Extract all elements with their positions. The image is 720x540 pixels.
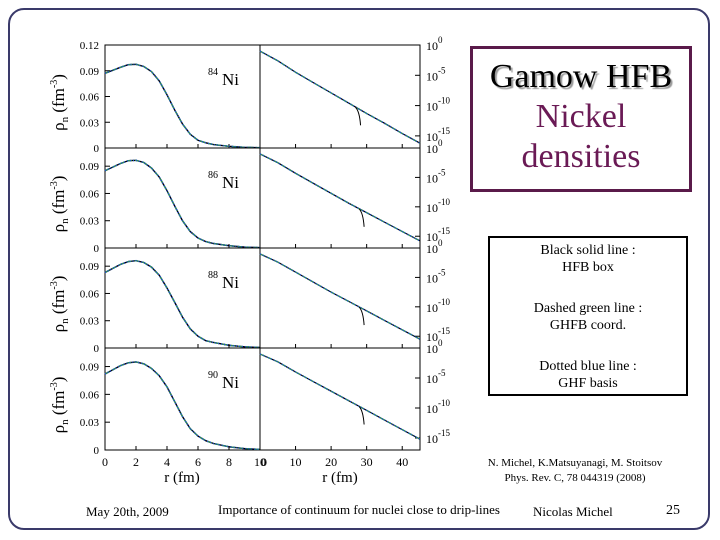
- left-y-tick-label: 0: [94, 243, 100, 255]
- left-y-tick-label: 0.09: [80, 362, 100, 374]
- nucleus-symbol: Ni: [222, 373, 239, 392]
- left-x-tick-label: 6: [195, 455, 201, 469]
- density-node-dip: [358, 306, 365, 326]
- page-number: 25: [666, 503, 680, 518]
- legend-label: GHFB coord.: [549, 318, 627, 333]
- legend-label: Dotted blue line :: [539, 359, 637, 374]
- title-line: densities: [521, 138, 641, 175]
- left-y-tick-label: 0.03: [80, 417, 100, 429]
- legend-label: Dashed green line :: [533, 301, 643, 316]
- left-panel-frame: [104, 247, 261, 349]
- legend-entry-green: Dashed green line : GHFB coord.: [490, 300, 686, 334]
- left-y-tick-label: 0.09: [80, 161, 100, 173]
- legend-entry-black: Black solid line : HFB box: [490, 242, 686, 276]
- left-x-tick-label: 10: [254, 455, 266, 469]
- left-y-tick-label: 0.06: [80, 188, 100, 200]
- right-y-tick-label: 100: [426, 35, 443, 53]
- left-y-tick-label: 0.03: [80, 316, 100, 328]
- left-y-tick-label: 0: [94, 143, 100, 155]
- right-y-tick-label: 10-5: [426, 65, 446, 83]
- right-panel-frame: [259, 347, 421, 451]
- y-axis-label: ρn (fm-3): [49, 74, 71, 131]
- nucleus-symbol: Ni: [222, 70, 239, 89]
- slide-title: Gamow HFB Nickel densities: [470, 46, 692, 192]
- legend-box: Black solid line : HFB box Dashed green …: [488, 236, 688, 396]
- right-x-axis-label: r (fm): [322, 470, 357, 486]
- density-curve-ghfb-coord: [104, 63, 261, 149]
- citation: N. Michel, K.Matsuyanagi, M. Stoitsov Ph…: [470, 456, 680, 486]
- slide-frame: [8, 8, 710, 530]
- footer-date: May 20th, 2009: [86, 504, 169, 519]
- log-density-curve-ghf-basis: [259, 50, 421, 144]
- log-density-curve-ghfb-coord: [259, 153, 421, 242]
- density-node-dip: [355, 106, 362, 126]
- density-curve-ghf-basis: [104, 159, 261, 249]
- nucleus-symbol: Ni: [222, 173, 239, 192]
- right-panel-frame: [259, 44, 421, 149]
- left-y-tick-label: 0.03: [80, 216, 100, 228]
- nucleus-symbol: Ni: [222, 273, 239, 292]
- left-x-tick-label: 4: [164, 455, 170, 469]
- left-x-axis-label: r (fm): [164, 470, 199, 486]
- citation-authors: N. Michel, K.Matsuyanagi, M. Stoitsov: [487, 457, 663, 469]
- right-y-tick-label: 10-5: [426, 167, 446, 185]
- right-y-tick-label: 10-10: [426, 297, 450, 315]
- density-curve-ghf-basis: [104, 259, 261, 349]
- y-axis-label: ρn (fm-3): [49, 176, 71, 233]
- left-x-tick-label: 2: [133, 455, 139, 469]
- left-y-tick-label: 0.12: [80, 40, 99, 52]
- legend-entry-blue: Dotted blue line : GHF basis: [490, 358, 686, 392]
- left-panel-frame: [104, 147, 261, 249]
- citation-journal: Phys. Rev. C, 78 044319 (2008): [504, 472, 646, 484]
- right-y-tick-label: 10-5: [426, 267, 446, 285]
- right-y-tick-label: 10-10: [426, 197, 450, 215]
- nucleus-mass-number: 86: [208, 170, 218, 181]
- title-line: Gamow HFB: [489, 58, 673, 95]
- legend-label: HFB box: [562, 260, 614, 275]
- right-y-tick-label: 10-10: [426, 398, 450, 416]
- left-y-tick-label: 0.09: [80, 261, 100, 273]
- density-node-dip: [358, 406, 365, 425]
- density-node-dip: [358, 208, 365, 227]
- log-density-curve-ghf-basis: [259, 353, 421, 440]
- log-density-curve-ghfb-coord: [259, 50, 421, 144]
- left-y-tick-label: 0.03: [80, 117, 100, 129]
- footer-title: Importance of continuum for nuclei close…: [218, 502, 500, 517]
- left-y-tick-label: 0.09: [80, 66, 100, 78]
- left-x-tick-label: 8: [226, 455, 232, 469]
- left-y-tick-label: 0: [94, 343, 100, 355]
- right-x-tick-label: 10: [290, 455, 302, 469]
- log-density-curve-ghf-basis: [259, 253, 421, 340]
- footer-author: Nicolas Michel: [533, 504, 613, 519]
- right-x-tick-label: 30: [361, 455, 373, 469]
- left-y-tick-label: 0.06: [80, 92, 100, 104]
- nucleus-mass-number: 84: [208, 67, 218, 78]
- nucleus-mass-number: 90: [208, 370, 218, 381]
- legend-label: GHF basis: [558, 376, 618, 391]
- right-x-tick-label: 20: [325, 455, 337, 469]
- density-curve-ghf-basis: [104, 361, 261, 451]
- left-y-tick-label: 0.06: [80, 389, 100, 401]
- log-density-curve-ghf-basis: [259, 153, 421, 242]
- nucleus-mass-number: 88: [208, 270, 218, 281]
- left-panel-frame: [104, 44, 261, 149]
- left-y-tick-label: 0.06: [80, 288, 100, 300]
- right-y-tick-label: 10-15: [426, 428, 450, 446]
- left-x-tick-label: 0: [102, 455, 108, 469]
- right-panel-frame: [259, 247, 421, 349]
- right-x-tick-label: 40: [396, 455, 408, 469]
- right-y-tick-label: 10-10: [426, 96, 450, 114]
- y-axis-label: ρn (fm-3): [49, 377, 71, 434]
- left-y-tick-label: 0: [94, 445, 100, 457]
- y-axis-label: ρn (fm-3): [49, 276, 71, 333]
- legend-label: Black solid line :: [540, 243, 636, 258]
- right-y-tick-label: 10-5: [426, 368, 446, 386]
- right-x-tick-label: 0: [261, 455, 267, 469]
- title-line: Nickel: [535, 98, 627, 135]
